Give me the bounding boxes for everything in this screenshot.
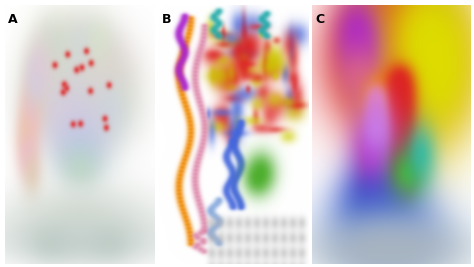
Text: A: A [8, 13, 18, 26]
Text: C: C [315, 13, 324, 26]
Text: B: B [162, 13, 171, 26]
